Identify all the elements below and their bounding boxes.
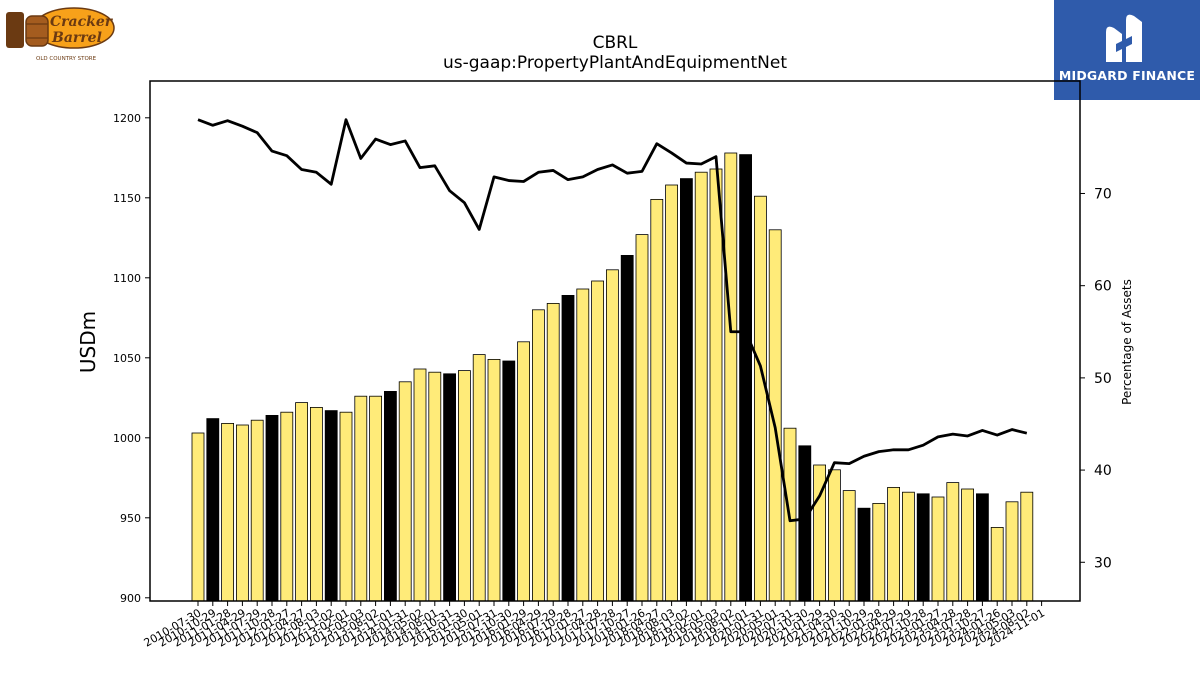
bar [709,168,723,602]
bar [502,360,516,602]
bar [842,490,856,602]
cracker-barrel-logo-icon: Cracker Barrel [6,7,115,49]
y-tick-label: 1200 [113,112,141,125]
bar [191,432,205,602]
bar [487,358,501,602]
bar [428,371,442,602]
bar [206,418,220,602]
bar [472,354,486,602]
bar [561,294,575,602]
bar [680,178,693,602]
bar [369,395,383,602]
logo-tagline: OLD COUNTRY STORE [36,56,97,62]
y-axis-label: USDm [76,311,100,373]
bar [398,381,412,602]
y2-tick-label: 30 [1094,555,1112,571]
midgard-finance-logo: MIDGARD FINANCE [1054,0,1200,100]
bar [1020,491,1034,602]
bar [976,493,989,602]
bar [902,491,915,602]
percentage-line [197,118,1028,523]
bar [295,402,309,602]
chart-subtitle: us-gaap:PropertyPlantAndEquipmentNet [443,53,787,73]
y-tick-label: 1150 [113,192,141,205]
bar [221,422,235,602]
midgard-brand-text: MIDGARD FINANCE [1058,68,1196,83]
bar [532,309,545,602]
bar [931,496,945,602]
midgard-logo-icon [1106,14,1142,63]
bar [650,198,664,602]
bar [457,370,471,602]
cracker-barrel-logo: Cracker Barrel OLD COUNTRY STORE [4,4,116,64]
x-axis-ticks: 2010-07-302010-10-292011-01-282011-04-29… [142,601,1047,650]
y-tick-label: 900 [120,592,141,605]
y-tick-label: 1000 [113,432,141,445]
bar [606,269,619,602]
bar [324,410,338,602]
bar [857,507,871,602]
bar [576,288,590,602]
bar [798,445,812,602]
bar [961,488,974,602]
bar [383,390,397,602]
bar [413,368,427,602]
bar [872,502,886,602]
bar [591,280,604,602]
y2-tick-label: 60 [1094,279,1112,295]
bar [635,234,649,602]
bar [309,406,323,602]
bar [754,195,767,602]
y2-axis-label: Percentage of Assets [1120,279,1134,405]
bar [1005,501,1019,602]
bar [546,302,560,602]
y2-tick-label: 70 [1094,186,1112,202]
bar [739,154,752,602]
svg-text:Cracker: Cracker [50,14,114,30]
percentage-line-series [197,118,1028,523]
y2-tick-label: 50 [1094,371,1112,387]
bar [443,373,457,602]
svg-text:Barrel: Barrel [51,30,102,46]
bar [339,411,353,602]
bar [354,395,368,602]
bar [724,152,738,602]
bar [235,424,249,602]
bar [946,482,960,602]
bar [517,341,530,602]
bar [828,469,841,602]
y-tick-label: 1100 [113,272,141,285]
bar [280,411,294,602]
bar [990,527,1004,602]
bar [694,171,708,602]
bar-series [191,152,1034,602]
y2-axis-ticks: 30 40 50 60 70 [1080,186,1112,571]
plot-frame [149,80,1081,602]
y-axis-ticks: 900 950 1000 1050 1100 1150 1200 [113,112,150,605]
y2-tick-label: 40 [1094,463,1112,479]
chart-title: CBRL [593,33,638,53]
bar [620,254,634,602]
bar [250,419,264,602]
bar [265,414,279,602]
bar [665,184,678,602]
y-tick-label: 1050 [113,352,141,365]
y-tick-label: 950 [120,512,141,525]
bar [916,493,930,602]
bar [887,486,900,602]
